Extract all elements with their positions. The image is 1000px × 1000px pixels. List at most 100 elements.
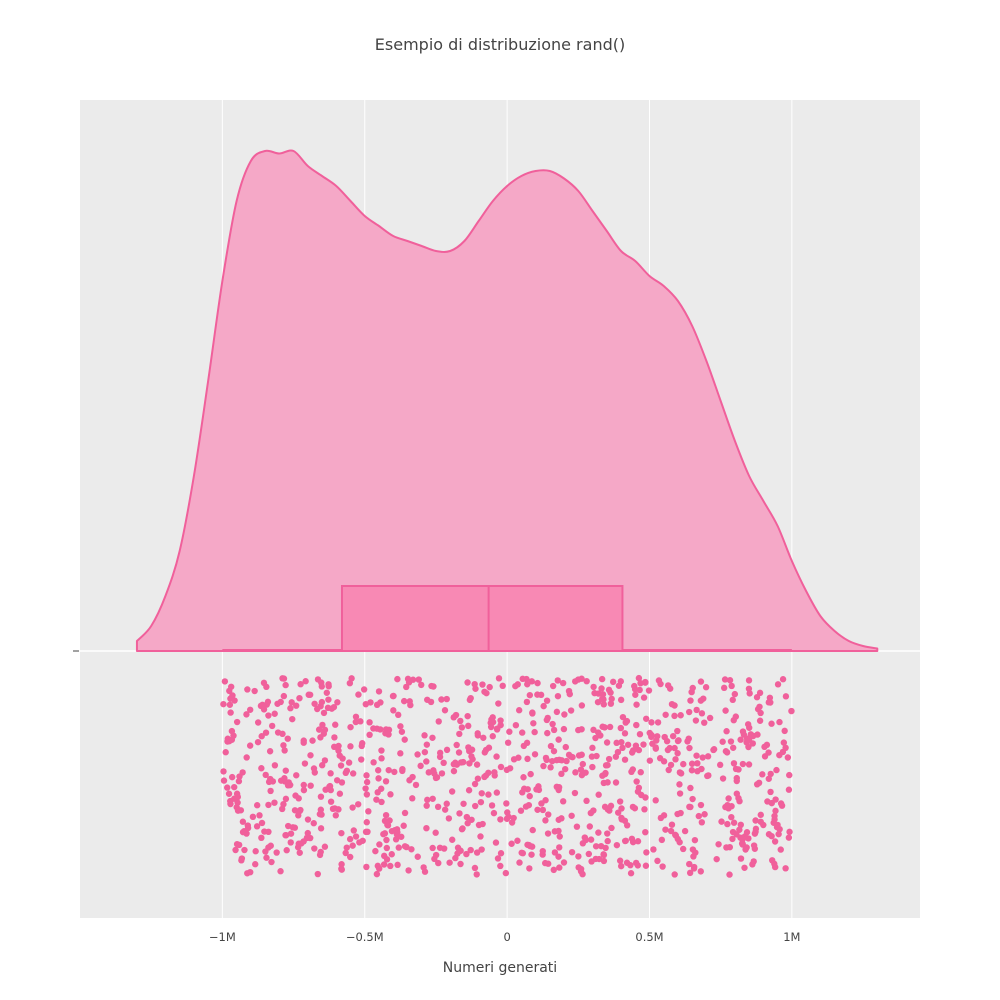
data-point — [388, 851, 395, 858]
data-point — [395, 844, 402, 851]
data-point — [421, 748, 429, 756]
data-point — [420, 864, 427, 871]
data-point — [528, 678, 536, 685]
data-point — [526, 792, 533, 800]
data-point — [389, 692, 397, 700]
data-point — [642, 862, 650, 869]
data-point — [412, 781, 420, 789]
data-point — [612, 779, 620, 786]
data-point — [459, 825, 466, 832]
data-point — [524, 755, 531, 763]
data-point — [767, 788, 774, 796]
data-point — [495, 700, 502, 707]
data-point — [367, 699, 374, 706]
data-point — [555, 816, 562, 823]
data-point — [492, 839, 500, 846]
data-point — [318, 762, 326, 769]
data-point — [745, 743, 752, 751]
data-point — [378, 798, 385, 806]
data-point — [401, 736, 408, 743]
data-point — [277, 698, 284, 706]
data-point — [635, 674, 643, 682]
data-point — [726, 677, 734, 684]
data-point — [614, 748, 622, 756]
data-point — [346, 835, 354, 843]
data-point — [687, 784, 694, 792]
data-point — [256, 812, 263, 819]
data-point — [309, 737, 316, 744]
data-point — [377, 699, 384, 706]
data-point — [352, 713, 360, 720]
data-point — [727, 738, 735, 745]
data-point — [374, 767, 382, 774]
data-point — [423, 758, 430, 765]
data-point — [227, 709, 234, 716]
data-point — [497, 763, 505, 771]
data-point — [282, 681, 289, 689]
data-point — [262, 771, 269, 779]
data-point — [486, 683, 493, 691]
data-point — [227, 683, 235, 690]
data-point — [311, 845, 318, 852]
data-point — [650, 846, 657, 853]
data-point — [506, 728, 513, 735]
data-point — [542, 754, 550, 762]
data-point — [287, 839, 294, 846]
data-point — [544, 860, 552, 867]
data-point — [438, 770, 446, 777]
data-point — [600, 851, 608, 859]
data-point — [381, 817, 389, 825]
data-point — [288, 699, 295, 706]
data-point — [338, 861, 345, 868]
data-point — [621, 756, 629, 763]
data-point — [359, 837, 366, 844]
data-point — [689, 795, 696, 803]
data-point — [582, 769, 589, 776]
data-point — [534, 691, 541, 698]
data-point — [726, 871, 733, 878]
data-point — [252, 861, 259, 868]
data-point — [260, 679, 268, 687]
data-point — [365, 808, 372, 815]
data-point — [559, 679, 567, 687]
data-point — [424, 796, 431, 804]
data-point — [603, 739, 611, 746]
data-point — [423, 824, 430, 832]
data-point — [424, 696, 431, 703]
data-point — [756, 689, 764, 697]
data-point — [362, 785, 369, 792]
data-point — [274, 729, 282, 736]
data-point — [443, 746, 451, 754]
data-point — [441, 806, 449, 813]
data-point — [752, 817, 759, 824]
data-point — [633, 721, 640, 729]
data-point — [318, 811, 325, 818]
data-point — [385, 766, 392, 774]
data-point — [622, 837, 629, 844]
data-point — [526, 865, 533, 872]
data-point — [358, 742, 365, 750]
data-point — [689, 684, 696, 692]
data-point — [485, 744, 493, 751]
data-point — [632, 691, 639, 698]
data-point — [741, 864, 748, 871]
data-point — [784, 754, 792, 761]
data-point — [333, 777, 341, 784]
data-point — [254, 719, 262, 726]
data-point — [481, 773, 488, 781]
data-point — [618, 739, 625, 746]
data-point — [549, 720, 556, 728]
data-point — [465, 722, 472, 730]
data-point — [360, 686, 368, 693]
data-point — [731, 690, 739, 698]
data-point — [338, 779, 346, 786]
data-point — [775, 830, 782, 838]
data-point — [354, 801, 362, 808]
data-point — [669, 732, 677, 740]
data-point — [456, 810, 463, 817]
data-point — [421, 732, 428, 739]
data-point — [535, 783, 542, 790]
data-point — [332, 721, 339, 728]
data-point — [366, 731, 373, 739]
data-point — [685, 708, 693, 716]
